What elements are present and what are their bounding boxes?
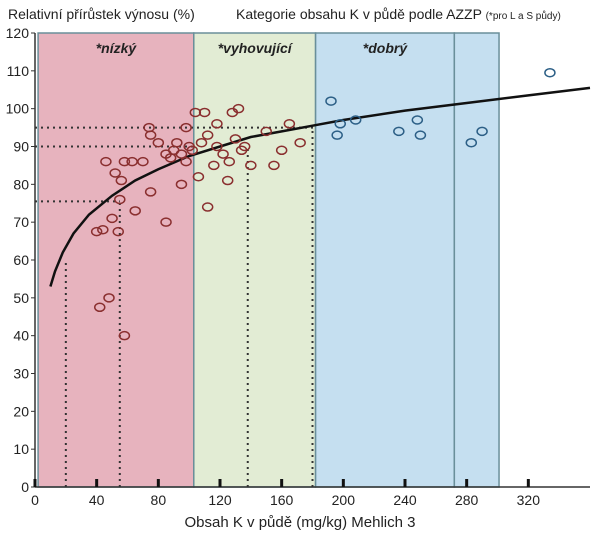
data-point [160,217,172,227]
reference-lines [35,126,316,487]
y-tick-label: 100 [6,101,30,117]
data-point [238,141,251,152]
chart-title-text: Kategorie obsahu K v půdě podle AZZP [236,6,482,22]
data-point [208,160,220,171]
y-axis-title: Relativní přírůstek výnosu (%) [8,6,195,22]
data-point [90,226,103,237]
y-tick-label: 70 [13,214,29,230]
data-point [114,194,126,205]
data-point [198,107,211,118]
y-tick-label: 110 [7,63,30,79]
data-point [411,115,424,125]
data-point [103,293,115,303]
data-point [106,213,118,224]
data-point [201,202,214,212]
category-bands [37,32,500,488]
x-tick-label: 200 [332,492,356,508]
x-tick-label: 80 [151,492,167,508]
data-point [100,156,112,167]
data-point [129,206,141,216]
category-band-1 [37,32,195,488]
data-point [260,126,272,137]
chart-title: Kategorie obsahu K v půdě podle AZZP (*p… [236,6,561,22]
y-tick-label: 0 [21,479,29,495]
data-point [171,137,183,148]
data-point [115,175,128,186]
x-tick-label: 120 [208,492,232,508]
data-point [325,96,337,106]
y-tick-label: 30 [13,366,29,382]
data-point [393,126,405,137]
data-point [175,179,188,190]
data-point [223,156,235,167]
chart-title-note: (*pro L a S půdy) [485,11,561,22]
data-point [94,302,106,313]
data-point [294,137,306,148]
y-tick-label: 10 [13,441,29,457]
x-tick-label: 320 [517,492,541,508]
y-tick-label: 60 [13,252,29,268]
data-point [211,119,223,129]
data-point [211,141,223,152]
data-point [152,137,165,148]
x-tick-label: 240 [393,492,417,508]
category-band-2 [193,32,317,488]
data-point [229,134,242,144]
y-tick-label: 90 [13,139,29,155]
data-point [97,224,109,235]
y-tick-label: 20 [13,403,29,419]
data-point [349,115,362,125]
data-point [144,187,157,197]
data-point [186,145,198,156]
y-tick-label: 120 [6,25,30,41]
data-point [221,175,234,186]
category-band-3 [314,32,456,488]
axes: 0 10 20 30 40 50 60 70 80 90 100 110 120 0 40 80 120 160 2… [6,25,590,508]
data-point [180,156,192,167]
data-point [275,145,288,156]
data-point [544,67,556,78]
data-point [283,119,296,129]
y-tick-label: 40 [13,328,29,344]
category-band-4 [453,32,500,488]
data-point [192,172,205,182]
data-point [465,137,478,148]
trend-curve [49,86,591,287]
data-point [195,137,208,148]
y-tick-label: 50 [13,290,29,306]
data-point [476,126,488,137]
y-tick-label: 80 [13,176,29,192]
data-point [331,130,343,140]
data-point [109,168,121,178]
data-point [232,103,245,114]
data-point [126,156,138,167]
data-point [118,330,131,341]
category-label-3: *dobrý [363,40,409,56]
x-tick-label: 160 [270,492,294,508]
data-point [217,149,229,159]
data-point [137,156,149,167]
data-point [201,130,214,140]
data-point [180,122,192,133]
x-tick-label: 40 [89,492,105,508]
data-point [245,160,257,171]
trend-curve-layer [49,86,591,287]
category-label-2: *vyhovující [218,40,294,56]
data-point [268,160,280,171]
data-point [112,226,124,237]
data-point [175,149,188,159]
x-tick-label: 0 [31,492,39,508]
x-tick-label: 280 [455,492,479,508]
category-labels: *nízký *vyhovující *dobrý [96,40,409,56]
data-point [414,130,427,140]
data-point [143,122,155,133]
x-axis-title: Obsah K v půdě (mg/kg) Mehlich 3 [184,514,416,531]
data-point [334,119,346,129]
data-points [90,67,556,341]
category-label-1: *nízký [96,40,138,56]
data-point [118,156,131,167]
